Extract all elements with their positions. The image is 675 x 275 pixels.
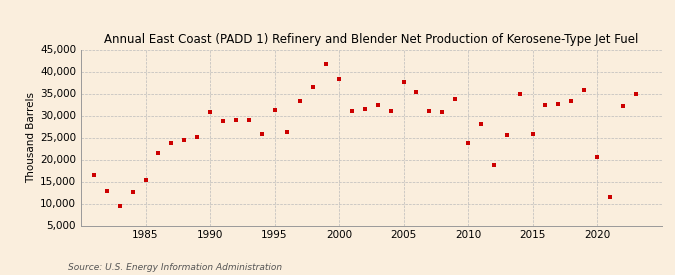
Point — [321, 62, 331, 66]
Point — [437, 110, 448, 114]
Point — [359, 107, 370, 111]
Text: Source: U.S. Energy Information Administration: Source: U.S. Energy Information Administ… — [68, 263, 281, 272]
Point — [346, 108, 357, 113]
Point — [179, 138, 190, 142]
Point — [333, 77, 344, 82]
Point — [450, 97, 460, 101]
Y-axis label: Thousand Barrels: Thousand Barrels — [26, 92, 36, 183]
Point — [127, 189, 138, 194]
Point — [424, 109, 435, 113]
Point — [192, 134, 202, 139]
Point — [282, 130, 293, 134]
Point — [373, 103, 383, 108]
Point — [462, 141, 473, 145]
Point — [385, 109, 396, 113]
Title: Annual East Coast (PADD 1) Refinery and Blender Net Production of Kerosene-Type : Annual East Coast (PADD 1) Refinery and … — [104, 32, 639, 46]
Point — [398, 80, 409, 84]
Point — [256, 131, 267, 136]
Point — [591, 155, 602, 160]
Point — [101, 189, 112, 193]
Point — [114, 204, 125, 208]
Point — [411, 90, 422, 94]
Point — [230, 118, 241, 123]
Point — [489, 163, 500, 167]
Point — [140, 178, 151, 182]
Point — [605, 195, 616, 199]
Point — [153, 151, 164, 155]
Point — [166, 141, 177, 145]
Point — [630, 92, 641, 96]
Point — [205, 110, 215, 114]
Point — [88, 173, 99, 177]
Point — [502, 133, 512, 137]
Point — [540, 102, 551, 107]
Point — [295, 99, 306, 104]
Point — [217, 119, 228, 123]
Point — [243, 118, 254, 122]
Point — [475, 122, 486, 127]
Point — [553, 101, 564, 106]
Point — [527, 132, 538, 136]
Point — [566, 99, 576, 104]
Point — [618, 104, 628, 108]
Point — [578, 88, 589, 92]
Point — [514, 92, 525, 97]
Point — [308, 85, 319, 89]
Point — [269, 108, 280, 112]
